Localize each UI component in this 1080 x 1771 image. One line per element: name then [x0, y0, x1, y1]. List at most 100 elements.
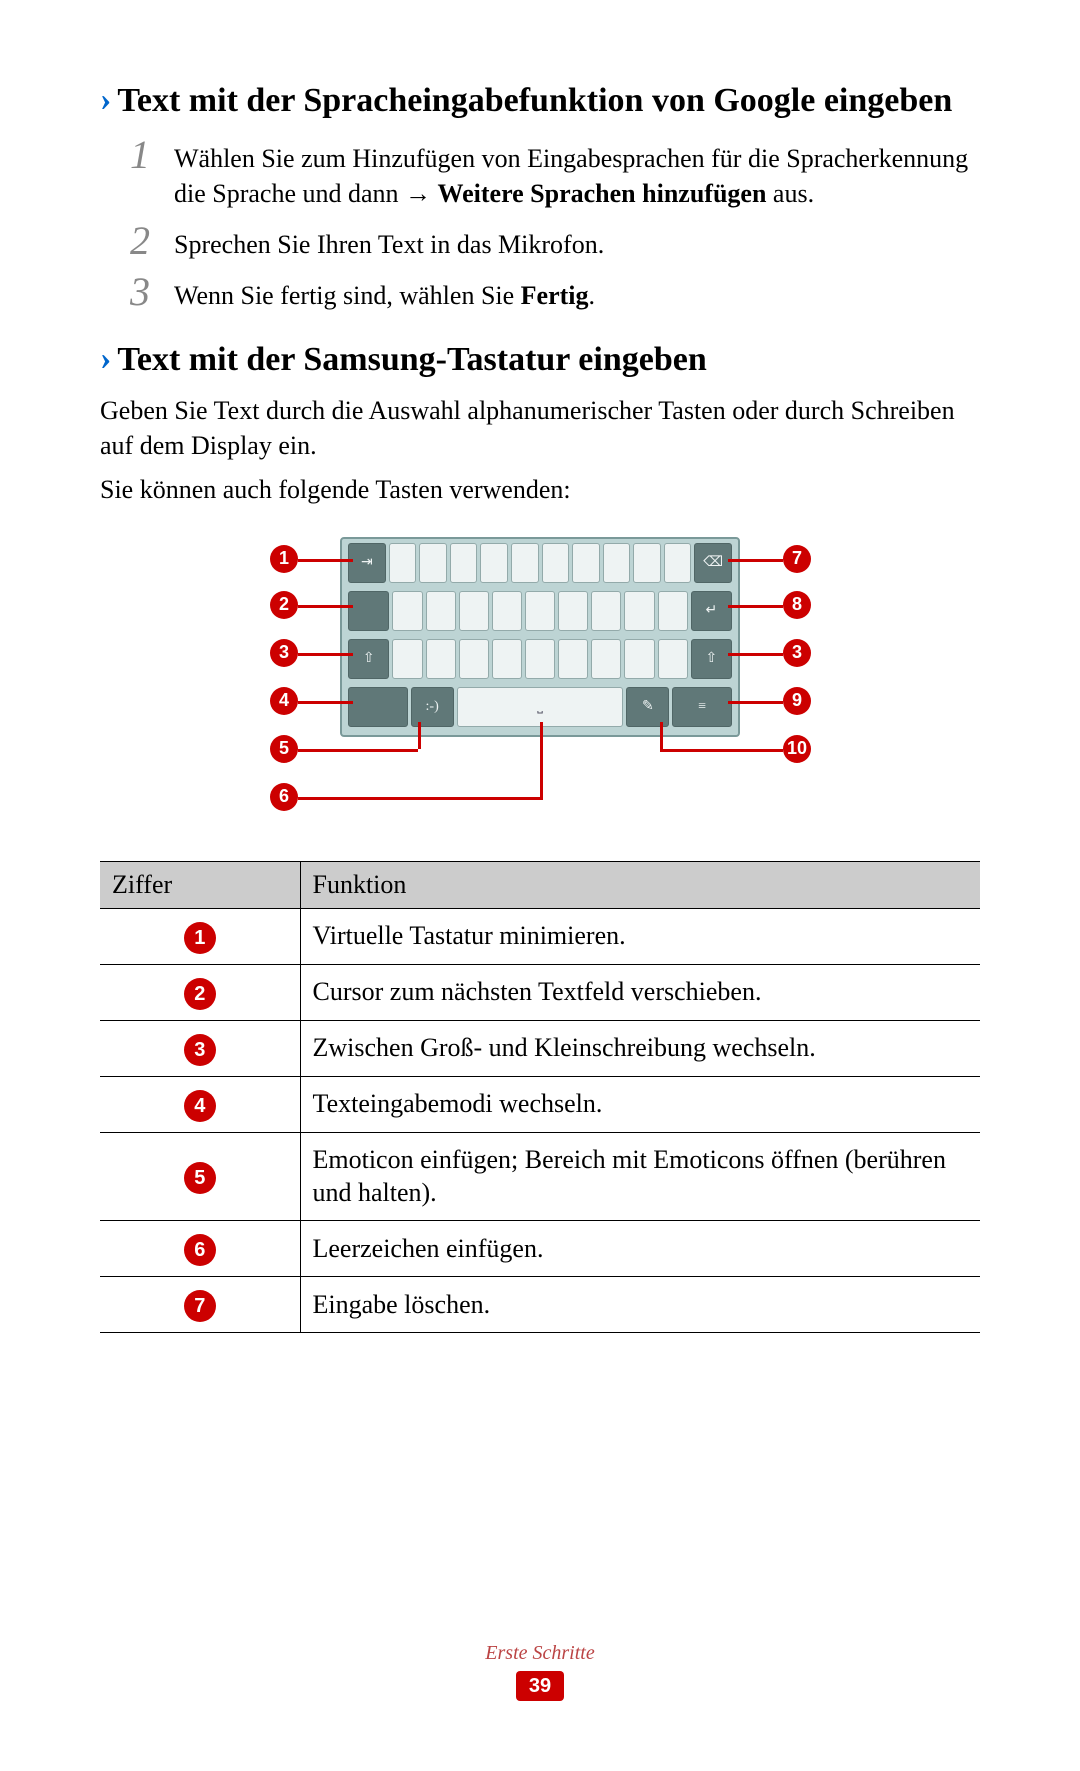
row-text: Emoticon einfügen; Bereich mit Emoticons…: [300, 1132, 980, 1221]
page-number: 39: [516, 1671, 564, 1701]
page-footer: Erste Schritte 39: [0, 1642, 1080, 1701]
row-text: Texteingabemodi wechseln.: [300, 1076, 980, 1132]
heading-1-text: Text mit der Spracheingabefunktion von G…: [117, 80, 952, 123]
section2-para2: Sie können auch folgende Tasten verwende…: [100, 472, 980, 507]
steps-list-1: 1 Wählen Sie zum Hinzufügen von Eingabes…: [130, 135, 980, 313]
connector: [298, 749, 418, 752]
chevron-icon: ›: [100, 80, 111, 121]
section-heading-2: › Text mit der Samsung-Tastatur eingeben: [100, 339, 980, 382]
function-table: Ziffer Funktion 1 Virtuelle Tastatur min…: [100, 861, 980, 1334]
table-row: 6 Leerzeichen einfügen.: [100, 1221, 980, 1277]
row-badge: 1: [184, 922, 216, 954]
table-row: 3 Zwischen Groß- und Kleinschreibung wec…: [100, 1020, 980, 1076]
key: [459, 591, 489, 631]
key: [624, 639, 654, 679]
key: [480, 543, 508, 583]
row-badge: 2: [184, 978, 216, 1010]
step-pre: Sprechen Sie Ihren Text in das Mikrofon.: [174, 230, 604, 259]
callout-badge: 4: [270, 687, 298, 715]
connector: [298, 605, 353, 608]
table-row: 2 Cursor zum nächsten Textfeld verschieb…: [100, 964, 980, 1020]
connector: [298, 797, 543, 800]
key-pen: ✎: [626, 687, 669, 727]
row-text: Leerzeichen einfügen.: [300, 1221, 980, 1277]
chevron-icon: ›: [100, 339, 111, 380]
key: [624, 591, 654, 631]
table-header-ziffer: Ziffer: [100, 861, 300, 908]
step-post: .: [589, 281, 596, 310]
table-header-funktion: Funktion: [300, 861, 980, 908]
connector: [728, 701, 783, 704]
row-badge: 3: [184, 1034, 216, 1066]
row-text: Cursor zum nächsten Textfeld verschieben…: [300, 964, 980, 1020]
step-number: 1: [130, 135, 174, 175]
key: [450, 543, 478, 583]
key-shift-right: ⇧: [691, 639, 732, 679]
step-text: Wählen Sie zum Hinzufügen von Eingabespr…: [174, 135, 980, 211]
connector: [660, 749, 783, 752]
key: [658, 639, 688, 679]
key-enter: ↵: [691, 591, 732, 631]
footer-section-label: Erste Schritte: [0, 1642, 1080, 1665]
key-backspace: ⌫: [694, 543, 732, 583]
key: [658, 591, 688, 631]
table-row: 4 Texteingabemodi wechseln.: [100, 1076, 980, 1132]
heading-2-text: Text mit der Samsung-Tastatur eingeben: [117, 339, 706, 382]
step-post: aus.: [766, 179, 814, 208]
step-number: 3: [130, 272, 174, 312]
step-text: Wenn Sie fertig sind, wählen Sie Fertig.: [174, 272, 595, 313]
row-text: Eingabe löschen.: [300, 1277, 980, 1333]
key: [525, 639, 555, 679]
key: [492, 591, 522, 631]
callout-badge: 8: [783, 591, 811, 619]
connector: [660, 722, 663, 749]
row-text: Virtuelle Tastatur minimieren.: [300, 908, 980, 964]
step-item: 3 Wenn Sie fertig sind, wählen Sie Ferti…: [130, 272, 980, 313]
connector: [540, 722, 543, 800]
row-badge: 4: [184, 1090, 216, 1122]
keyboard-diagram: ⇥ ⌫ ↵ ⇧ ⇧ :-) ⎵ ✎ ≡ 1: [240, 527, 840, 837]
connector: [418, 722, 421, 749]
key: [459, 639, 489, 679]
callout-badge: 9: [783, 687, 811, 715]
connector: [298, 559, 353, 562]
row-text: Zwischen Groß- und Kleinschreibung wechs…: [300, 1020, 980, 1076]
connector: [298, 653, 353, 656]
key: [591, 639, 621, 679]
callout-badge: 10: [783, 735, 811, 763]
step-item: 1 Wählen Sie zum Hinzufügen von Eingabes…: [130, 135, 980, 211]
callout-badge: 3: [783, 639, 811, 667]
key: [591, 591, 621, 631]
step-bold: Weitere Sprachen hinzufügen: [438, 179, 767, 208]
key-tab: [348, 591, 389, 631]
table-row: 1 Virtuelle Tastatur minimieren.: [100, 908, 980, 964]
connector: [728, 559, 783, 562]
key: [492, 639, 522, 679]
callout-badge: 1: [270, 545, 298, 573]
row-badge: 5: [184, 1162, 216, 1194]
key-emoticon: :-): [411, 687, 454, 727]
key-minimize: ⇥: [348, 543, 386, 583]
key: [511, 543, 539, 583]
row-badge: 6: [184, 1234, 216, 1266]
section2-para1: Geben Sie Text durch die Auswahl alphanu…: [100, 393, 980, 463]
callout-badge: 6: [270, 783, 298, 811]
keyboard-body: ⇥ ⌫ ↵ ⇧ ⇧ :-) ⎵ ✎ ≡: [340, 537, 740, 737]
key: [572, 543, 600, 583]
key-menu: ≡: [672, 687, 732, 727]
key-space: ⎵: [457, 687, 624, 727]
key: [389, 543, 417, 583]
key: [392, 591, 422, 631]
callout-badge: 3: [270, 639, 298, 667]
key: [419, 543, 447, 583]
connector: [728, 605, 783, 608]
connector: [298, 701, 353, 704]
key: [558, 591, 588, 631]
key: [542, 543, 570, 583]
step-bold: Fertig: [521, 281, 589, 310]
step-pre: Wenn Sie fertig sind, wählen Sie: [174, 281, 521, 310]
key: [633, 543, 661, 583]
table-row: 7 Eingabe löschen.: [100, 1277, 980, 1333]
callout-badge: 7: [783, 545, 811, 573]
connector: [728, 653, 783, 656]
